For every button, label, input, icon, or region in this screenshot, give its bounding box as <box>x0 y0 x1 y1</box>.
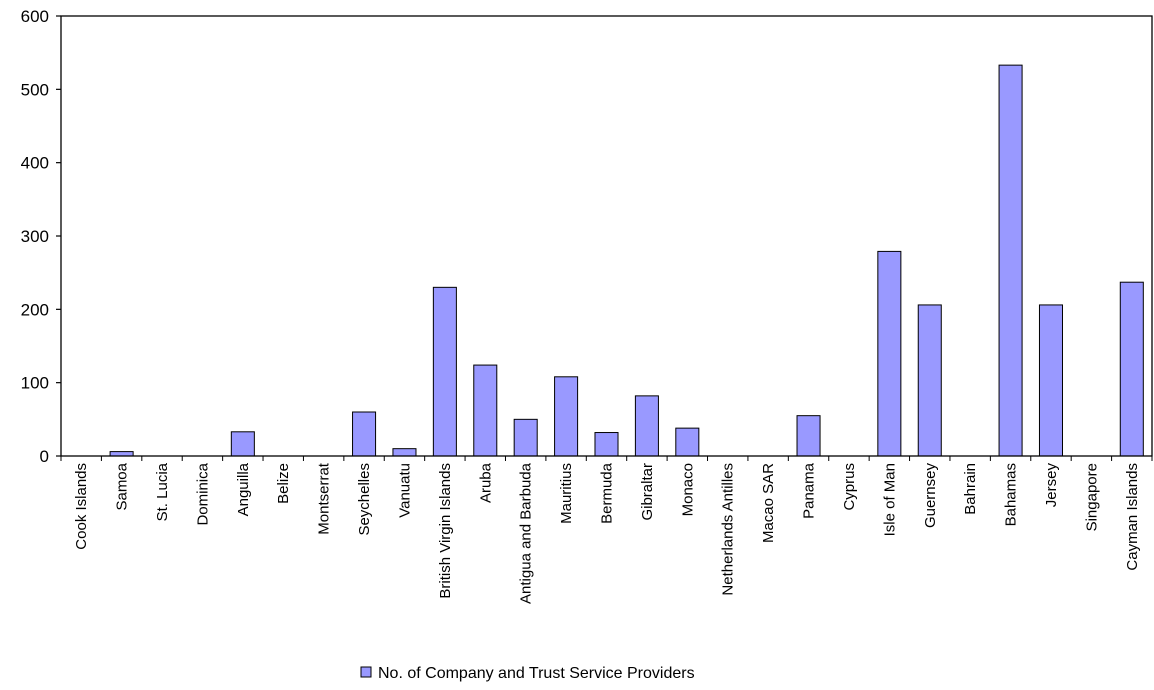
y-tick-label: 300 <box>21 227 49 246</box>
x-tick-label: Bahamas <box>1003 463 1020 526</box>
x-tick-label: Isle of Man <box>881 463 898 536</box>
x-tick-label: Monaco <box>679 463 696 516</box>
bar <box>796 415 821 457</box>
bar <box>877 250 902 457</box>
bar <box>392 448 417 457</box>
bar <box>513 418 538 457</box>
bar <box>230 431 255 457</box>
bar <box>917 304 942 457</box>
x-tick-label: Vanuatu <box>396 463 413 518</box>
x-tick-label: Cook Islands <box>73 463 90 550</box>
x-tick-label: Cayman Islands <box>1124 463 1141 571</box>
y-tick-label: 100 <box>21 374 49 393</box>
bar <box>432 286 457 457</box>
x-tick-label: Antigua and Barbuda <box>518 462 535 604</box>
bar <box>998 64 1023 457</box>
bar <box>594 432 619 457</box>
bar <box>352 411 377 457</box>
plot-area-border <box>60 15 1153 457</box>
x-tick-label: Bahrain <box>962 463 979 515</box>
bar <box>1119 281 1144 457</box>
bars <box>109 64 1144 457</box>
x-tick-label: Dominica <box>194 462 211 525</box>
x-tick-label: Singapore <box>1083 463 1100 531</box>
x-tick-label: Netherlands Antilles <box>720 463 737 596</box>
x-tick-label: Jersey <box>1043 463 1060 508</box>
legend-swatch <box>360 666 372 678</box>
x-tick-label: Montserrat <box>316 462 333 535</box>
bar <box>109 451 134 457</box>
bar <box>675 427 700 457</box>
y-tick-label: 400 <box>21 154 49 173</box>
bar <box>554 376 579 457</box>
x-tick-label: St. Lucia <box>154 462 171 521</box>
x-tick-label: Mauritius <box>558 463 575 524</box>
legend: No. of Company and Trust Service Provide… <box>360 665 695 682</box>
x-tick-label: British Virgin Islands <box>437 463 454 599</box>
x-tick-label: Gibraltar <box>639 463 656 521</box>
x-tick-label: Aruba <box>477 462 494 503</box>
x-axis: Cook Islands Samoa St. Lucia Dominica Anguil… <box>60 456 1153 604</box>
y-tick-label: 500 <box>21 80 49 99</box>
bar <box>1038 304 1063 457</box>
y-axis: 0 100 200 300 400 500 600 <box>21 7 61 466</box>
x-tick-label: Bermuda <box>599 462 616 524</box>
bar <box>473 364 498 457</box>
y-tick-label: 200 <box>21 300 49 319</box>
legend-label: No. of Company and Trust Service Provide… <box>378 665 695 682</box>
x-tick-label: Panama <box>801 462 818 519</box>
y-tick-label: 0 <box>40 447 49 466</box>
x-tick-label: Cyprus <box>841 463 858 511</box>
x-tick-label: Belize <box>275 463 292 504</box>
y-tick-label: 600 <box>21 7 49 26</box>
x-tick-label: Anguilla <box>235 462 252 516</box>
x-tick-label: Guernsey <box>922 463 939 529</box>
bar <box>634 395 659 457</box>
x-tick-label: Seychelles <box>356 463 373 536</box>
x-tick-label: Macao SAR <box>760 463 777 543</box>
x-tick-label: Samoa <box>114 462 131 510</box>
